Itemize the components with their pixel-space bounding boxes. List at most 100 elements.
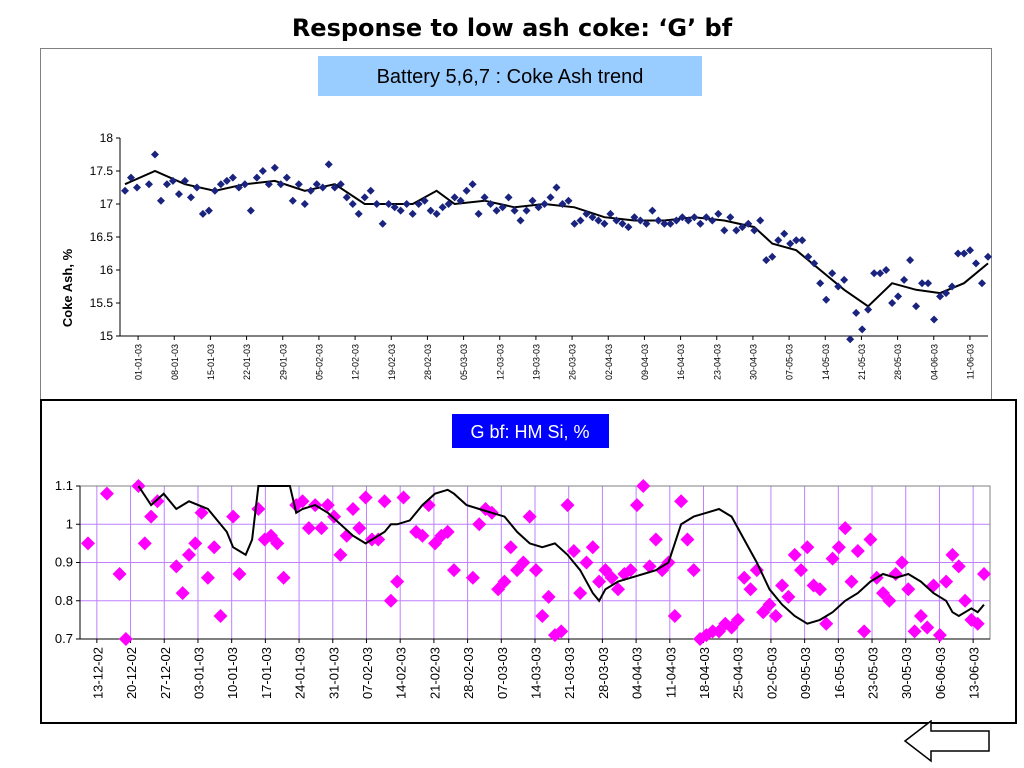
data-point [246, 206, 255, 215]
data-point [840, 275, 849, 284]
data-point [756, 216, 765, 225]
data-point [831, 540, 846, 555]
data-point [541, 589, 556, 604]
data-point [444, 200, 453, 208]
data-point [478, 501, 493, 516]
data-point [684, 216, 693, 225]
data-point [456, 196, 465, 205]
data-point [420, 196, 429, 205]
y-axis-label: Coke Ash, % [60, 248, 75, 327]
data-point [844, 574, 859, 589]
chart-title-box [452, 414, 609, 448]
x-tick-label: 17-01-03 [259, 647, 274, 699]
x-tick-label: 22-01-03 [242, 344, 252, 380]
data-point [207, 540, 222, 555]
data-point [132, 183, 141, 192]
data-point [743, 582, 758, 597]
data-point [354, 209, 363, 218]
data-point [232, 566, 247, 581]
data-point [984, 252, 992, 261]
data-point [756, 605, 771, 620]
data-point [786, 239, 795, 248]
data-point [978, 279, 987, 288]
data-point [175, 586, 190, 601]
data-point [781, 589, 796, 604]
data-point [920, 620, 935, 635]
data-point [330, 183, 339, 192]
data-point [617, 566, 632, 581]
data-point [358, 490, 373, 505]
data-point [749, 563, 764, 578]
data-point [546, 193, 555, 202]
data-point [188, 536, 203, 551]
data-point [708, 216, 717, 225]
data-point [320, 498, 335, 513]
x-tick-label: 06-06-03 [933, 647, 948, 699]
data-point [198, 209, 207, 218]
data-point [913, 609, 928, 624]
data-point [768, 252, 777, 261]
x-tick-label: 31-01-03 [326, 647, 341, 699]
data-point [288, 196, 297, 205]
data-point [210, 186, 219, 195]
data-point [960, 249, 969, 258]
data-point [674, 494, 689, 509]
data-point [535, 609, 550, 624]
data-point [522, 509, 537, 524]
x-tick-label: 19-03-03 [531, 344, 541, 380]
data-point [672, 216, 681, 225]
y-tick-label: 15 [100, 329, 114, 343]
data-point [806, 578, 821, 593]
x-tick-label: 12-02-03 [351, 344, 361, 380]
x-tick-label: 26-03-03 [568, 344, 578, 380]
data-point [295, 494, 310, 509]
data-point [970, 616, 985, 631]
data-point [432, 209, 441, 218]
data-point [131, 479, 146, 493]
x-tick-label: 04-04-03 [630, 647, 645, 699]
x-tick-label: 14-05-03 [821, 344, 831, 380]
y-tick-label: 0.8 [55, 593, 73, 608]
data-point [863, 532, 878, 547]
x-tick-label: 09-05-03 [798, 647, 813, 699]
data-point [787, 547, 802, 562]
x-tick-label: 24-01-03 [293, 647, 308, 699]
data-point [744, 219, 753, 228]
y-tick-label: 1.1 [55, 478, 73, 493]
x-tick-label: 21-05-03 [857, 344, 867, 380]
data-point [174, 190, 183, 199]
x-tick-label: 18-04-03 [697, 647, 712, 699]
left-arrow-icon[interactable] [903, 720, 993, 764]
data-point [450, 193, 459, 202]
data-point [600, 219, 609, 228]
data-point [118, 632, 133, 646]
data-point [654, 216, 663, 225]
x-tick-label: 14-03-03 [529, 647, 544, 699]
x-tick-label: 16-05-03 [832, 647, 847, 699]
data-point [900, 275, 909, 284]
data-point [462, 186, 471, 195]
data-point [606, 209, 615, 218]
hm-si-chart: G bf: HM Si, % 0.7 0.8 0.9 1 1.1 13-12-02 20-… [40, 399, 1017, 724]
data-point [81, 536, 95, 551]
data-point [408, 209, 417, 218]
data-point [324, 160, 333, 169]
x-tick-label: 07-05-03 [785, 344, 795, 380]
chart-frame [40, 48, 992, 403]
data-point [252, 173, 261, 182]
y-tick-label: 18 [100, 131, 114, 145]
data-point [667, 609, 682, 624]
data-point [440, 524, 455, 539]
data-point [660, 219, 669, 228]
x-tick-label: 07-03-03 [495, 647, 510, 699]
data-point [415, 528, 430, 543]
data-point [257, 532, 272, 547]
data-point [636, 479, 651, 493]
data-point [150, 150, 159, 159]
data-point [348, 200, 357, 208]
data-point [301, 521, 316, 536]
data-point [492, 206, 501, 215]
data-point [972, 259, 981, 268]
data-point [390, 203, 399, 212]
y-tick-label: 0.9 [55, 555, 73, 570]
